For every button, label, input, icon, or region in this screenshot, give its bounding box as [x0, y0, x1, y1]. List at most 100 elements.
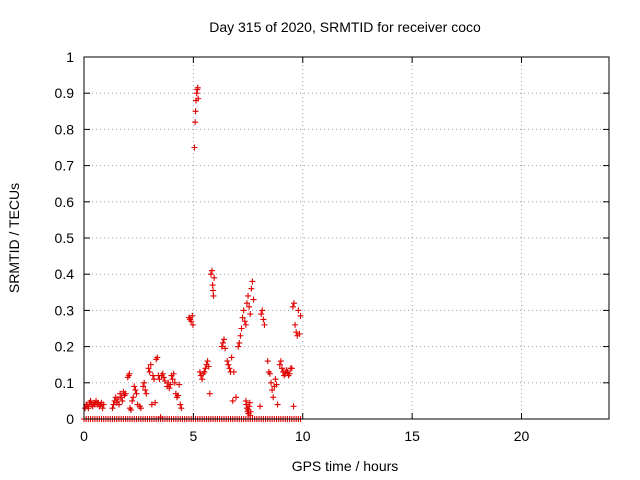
data-point [250, 296, 257, 303]
data-point [270, 394, 277, 401]
data-point [240, 307, 247, 314]
data-point [128, 406, 135, 413]
y-tick-label: 0.6 [55, 194, 75, 210]
data-point [209, 282, 216, 289]
data-point [152, 399, 159, 406]
data-point [193, 90, 200, 97]
x-tick-label: 5 [189, 428, 197, 444]
data-point [243, 300, 250, 307]
data-point [273, 381, 280, 388]
data-point [110, 401, 117, 408]
data-point [230, 368, 237, 375]
data-point [114, 396, 121, 403]
y-tick-label: 0.8 [55, 121, 75, 137]
x-tick-label: 20 [514, 428, 530, 444]
data-point [119, 397, 126, 404]
data-point [195, 95, 202, 102]
y-tick-label: 0.5 [55, 230, 75, 246]
data-point [239, 314, 246, 321]
data-point [118, 394, 125, 401]
data-point [148, 401, 155, 408]
data-point [242, 321, 249, 328]
data-point [122, 390, 129, 397]
data-point [192, 108, 199, 115]
grid-lines [84, 57, 609, 419]
data-point [246, 403, 253, 410]
data-point [290, 403, 297, 410]
data-point [154, 354, 161, 361]
data-point [145, 365, 152, 372]
data-point [268, 379, 275, 386]
data-point [140, 383, 147, 390]
data-point [207, 271, 214, 278]
data-point [99, 405, 106, 412]
data-point [241, 318, 248, 325]
data-point [156, 376, 163, 383]
data-point [291, 300, 297, 307]
data-point [211, 274, 218, 281]
y-tick-label: 0.9 [55, 85, 75, 101]
y-tick-label: 0.1 [55, 375, 75, 391]
data-point [224, 358, 231, 365]
data-point [226, 365, 233, 372]
data-point [131, 383, 138, 390]
data-point [266, 370, 273, 377]
data-point [146, 368, 153, 375]
data-point [143, 390, 150, 397]
data-point [201, 368, 208, 375]
data-point [274, 401, 281, 408]
data-point [206, 390, 213, 397]
data-point [264, 358, 271, 365]
data-point [132, 387, 139, 394]
y-tick-label: 0.7 [55, 158, 75, 174]
data-point [249, 278, 256, 285]
data-point [194, 84, 201, 91]
data-point [238, 325, 245, 332]
data-point [202, 365, 209, 372]
data-point [129, 397, 136, 404]
data-point [192, 119, 199, 126]
plot-frame [83, 56, 610, 420]
data-point [247, 408, 254, 415]
data-point [221, 336, 227, 343]
data-point [188, 318, 195, 325]
data-point [177, 401, 184, 408]
data-point [236, 339, 243, 346]
data-point [160, 374, 167, 381]
data-point [189, 321, 196, 328]
data-point [166, 385, 173, 392]
data-point [210, 287, 217, 294]
chart-title: Day 315 of 2020, SRMTID for receiver coc… [209, 19, 481, 35]
data-point [210, 292, 217, 299]
x-tick-label: 10 [295, 428, 311, 444]
data-point [269, 387, 276, 394]
y-tick-label: 0.4 [55, 266, 75, 282]
data-point [178, 405, 185, 412]
data-point [147, 361, 154, 368]
data-point [205, 363, 212, 370]
data-points [81, 84, 304, 422]
data-point [208, 267, 215, 274]
y-tick-label: 1 [66, 49, 74, 65]
data-point [246, 303, 253, 310]
y-tick-label: 0.2 [55, 339, 75, 355]
data-point [259, 307, 266, 314]
x-tick-label: 15 [404, 428, 420, 444]
data-point [159, 370, 166, 377]
data-point [175, 392, 182, 399]
data-point [293, 329, 300, 336]
data-point [297, 312, 304, 319]
data-point [289, 303, 296, 310]
y-axis-label: SRMTID / TECUs [6, 183, 22, 293]
axes: 00.10.20.30.40.50.60.70.80.910 5 10 15 20 [55, 49, 609, 444]
data-point [261, 321, 268, 328]
data-point [117, 390, 124, 397]
data-point [288, 365, 295, 372]
data-point [219, 339, 226, 346]
data-point [225, 361, 232, 368]
data-point [272, 376, 279, 383]
y-tick-label: 0 [66, 411, 74, 427]
data-point [235, 343, 242, 350]
data-point [169, 376, 176, 383]
